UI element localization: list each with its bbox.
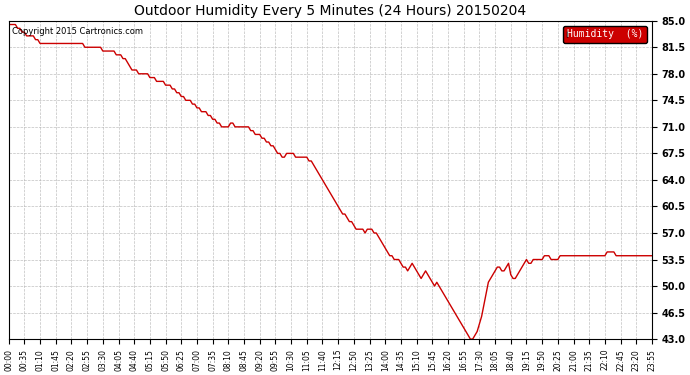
Legend: Humidity  (%): Humidity (%) [563,26,647,44]
Title: Outdoor Humidity Every 5 Minutes (24 Hours) 20150204: Outdoor Humidity Every 5 Minutes (24 Hou… [135,4,526,18]
Text: Copyright 2015 Cartronics.com: Copyright 2015 Cartronics.com [12,27,143,36]
